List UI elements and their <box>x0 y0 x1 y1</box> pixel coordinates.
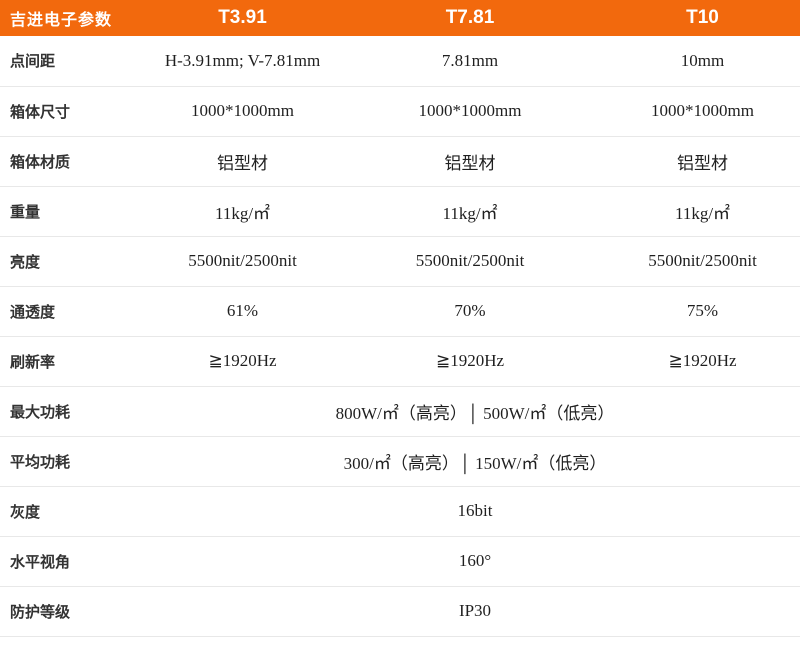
table-row-brightness: 亮度 5500nit/2500nit 5500nit/2500nit 5500n… <box>0 236 800 287</box>
row-label: 刷新率 <box>0 336 150 387</box>
cell-value: 5500nit/2500nit <box>605 236 800 287</box>
row-label: 灰度 <box>0 486 150 537</box>
row-label: 平均功耗 <box>0 436 150 487</box>
table-row-avg-power: 平均功耗 300/㎡（高亮）│ 150W/㎡（低亮） <box>0 436 800 487</box>
cell-value-span: IP30 <box>150 586 800 637</box>
row-label: 亮度 <box>0 236 150 287</box>
header-row: 吉进电子参数 T3.91 T7.81 T10 <box>0 0 800 36</box>
row-label: 最大功耗 <box>0 386 150 437</box>
cell-value: ≧1920Hz <box>150 336 335 387</box>
cell-value: 11kg/㎡ <box>605 186 800 237</box>
cell-value-span: 160° <box>150 536 800 587</box>
column-header-t10: T10 <box>686 7 719 28</box>
row-label: 重量 <box>0 186 150 237</box>
table-row-max-power: 最大功耗 800W/㎡（高亮）│ 500W/㎡（低亮） <box>0 386 800 437</box>
cell-value: ≧1920Hz <box>335 336 605 387</box>
cell-value: H-3.91mm; V-7.81mm <box>150 36 335 87</box>
column-header-t7-81: T7.81 <box>445 7 495 28</box>
cell-value-span: 300/㎡（高亮）│ 150W/㎡（低亮） <box>150 436 800 487</box>
table-row-dot-pitch: 点间距 H-3.91mm; V-7.81mm 7.81mm 10mm <box>0 36 800 87</box>
table-row-cabinet-material: 箱体材质 铝型材 铝型材 铝型材 <box>0 136 800 187</box>
row-label: 箱体材质 <box>0 136 150 187</box>
cell-value: 11kg/㎡ <box>335 186 605 237</box>
cell-value: 7.81mm <box>335 36 605 87</box>
cell-value: 铝型材 <box>150 136 335 187</box>
table-row-refresh-rate: 刷新率 ≧1920Hz ≧1920Hz ≧1920Hz <box>0 336 800 387</box>
table-title: 吉进电子参数 <box>10 12 113 29</box>
table-row-weight: 重量 11kg/㎡ 11kg/㎡ 11kg/㎡ <box>0 186 800 237</box>
column-header-t3-91: T3.91 <box>218 7 267 28</box>
cell-value: 10mm <box>605 36 800 87</box>
table-row-transparency: 通透度 61% 70% 75% <box>0 286 800 337</box>
row-label: 防护等级 <box>0 586 150 637</box>
cell-value: 5500nit/2500nit <box>150 236 335 287</box>
cell-value-span: 800W/㎡（高亮）│ 500W/㎡（低亮） <box>150 386 800 437</box>
table-header: 吉进电子参数 T3.91 T7.81 T10 <box>0 0 800 36</box>
cell-value: 5500nit/2500nit <box>335 236 605 287</box>
table-row-cabinet-size: 箱体尺寸 1000*1000mm 1000*1000mm 1000*1000mm <box>0 86 800 137</box>
cell-value: 铝型材 <box>605 136 800 187</box>
cell-value-span: 16bit <box>150 486 800 537</box>
table-row-grayscale: 灰度 16bit <box>0 486 800 537</box>
row-label: 点间距 <box>0 36 150 87</box>
cell-value: 1000*1000mm <box>605 86 800 137</box>
cell-value: 铝型材 <box>335 136 605 187</box>
row-label: 箱体尺寸 <box>0 86 150 137</box>
spec-table: 吉进电子参数 T3.91 T7.81 T10 点间距 H-3.91mm; V-7… <box>0 0 800 637</box>
row-label: 水平视角 <box>0 536 150 587</box>
cell-value: 1000*1000mm <box>150 86 335 137</box>
cell-value: ≧1920Hz <box>605 336 800 387</box>
cell-value: 1000*1000mm <box>335 86 605 137</box>
table-body: 点间距 H-3.91mm; V-7.81mm 7.81mm 10mm 箱体尺寸 … <box>0 36 800 637</box>
cell-value: 11kg/㎡ <box>150 186 335 237</box>
cell-value: 70% <box>335 286 605 337</box>
table-row-protection-rating: 防护等级 IP30 <box>0 586 800 637</box>
cell-value: 75% <box>605 286 800 337</box>
row-label: 通透度 <box>0 286 150 337</box>
table-row-horizontal-viewing-angle: 水平视角 160° <box>0 536 800 587</box>
cell-value: 61% <box>150 286 335 337</box>
